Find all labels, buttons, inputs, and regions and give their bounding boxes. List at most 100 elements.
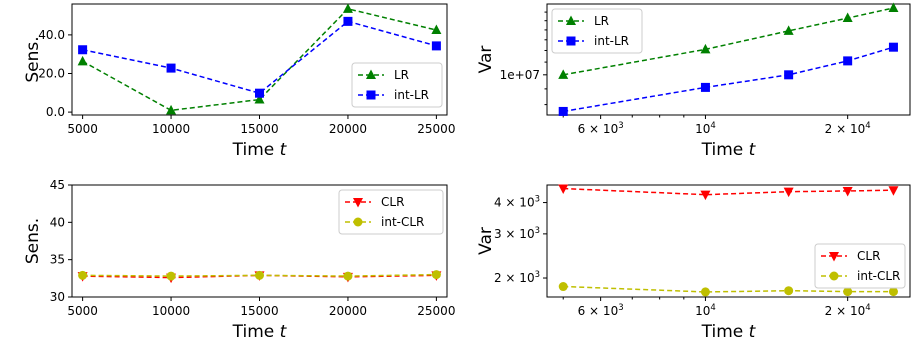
data-point [558,69,569,79]
data-point [166,104,177,115]
data-point [842,186,853,197]
legend-label: int-LR [594,34,629,48]
data-point [783,25,794,35]
data-point [255,88,264,98]
legend-label: int-LR [394,88,429,102]
x-tick-label: 6 × 103 [578,303,624,318]
chart-panel-2: 6 × 103 104 2 × 104 1e+07 Time t Var LR int-LR [476,2,911,160]
legend-marker [366,69,376,79]
data-point [255,270,264,280]
data-point [888,287,898,297]
data-point [843,287,853,297]
data-point [784,70,794,80]
legend: CLR int-CLR [814,243,906,289]
x-tick-label: 25000 [417,304,455,318]
series-LR [77,3,442,115]
data-point [77,55,88,66]
data-point [888,186,899,196]
x-tick-label: 15000 [240,304,278,318]
x-tick-label: 20000 [329,122,367,136]
legend-label: CLR [381,195,404,209]
y-axis-label: Var [476,227,496,255]
data-point [558,184,569,195]
series-int-LR [78,16,441,98]
data-point [700,190,711,201]
legend: LR int-LR [551,8,643,54]
y-axis-label: Sens. [23,218,43,264]
y-tick-label: 4 × 103 [494,195,540,210]
y-tick-label: 1e+07 [500,68,540,82]
y-tick-label: 40 [50,215,65,229]
chart-panel-1: 5000 10000 15000 20000 25000 0.0 20.0 40.0 Time … [23,3,455,160]
x-tick-label: 104 [695,303,716,318]
data-point [843,56,853,66]
data-point [700,82,710,92]
y-tick-label: 2 × 103 [494,270,540,285]
x-tick-label: 15000 [240,122,278,136]
data-point [784,286,794,296]
data-point [431,24,442,35]
x-axis-label: Time t [701,322,757,342]
legend-label: CLR [857,249,880,263]
legend-marker [829,271,839,281]
y-tick-label: 3 × 103 [494,226,540,241]
series-line [563,7,894,76]
data-point [343,271,353,281]
data-point [78,270,88,280]
data-point [254,94,265,104]
legend-marker [829,252,839,262]
chart-panel-3: 5000 10000 15000 20000 25000 30 35 40 45 Time t Se… [23,178,455,342]
data-point [431,41,441,51]
chart-panel-4: 6 × 103 104 2 × 104 2 × 103 3 × 103 4 × 103 Ti… [476,184,911,342]
legend-marker [366,90,376,100]
legend: LR int-LR [351,62,443,108]
y-tick-label: 0.0 [46,105,65,119]
series-CLR [558,184,899,201]
y-tick-label: 30 [50,290,65,304]
x-axis-label: Time t [232,140,288,160]
x-tick-label: 25000 [417,122,455,136]
x-tick-label: 2 × 104 [825,303,871,318]
x-tick-label: 2 × 104 [825,121,871,136]
x-tick-label: 10000 [152,304,190,318]
x-tick-label: 20000 [329,304,367,318]
legend: CLR int-CLR [338,189,444,235]
legend-marker [566,36,576,46]
data-point [166,63,176,73]
data-point [558,106,568,116]
plot-frame [546,3,911,116]
x-tick-label: 5000 [67,122,98,136]
x-tick-label: 104 [695,121,716,136]
data-point [700,287,710,297]
data-point [343,16,353,26]
data-point [166,271,176,281]
series-int-CLR [78,270,441,281]
data-point [342,3,353,13]
y-tick-label: 20.0 [38,66,65,80]
series-int-LR [558,42,898,116]
x-tick-label: 6 × 103 [578,121,624,136]
y-axis-label: Sens. [23,36,43,82]
y-axis-label: Var [476,46,496,74]
legend-label: int-CLR [857,269,900,283]
data-point [888,2,899,12]
legend-marker [353,198,363,208]
x-axis-label: Time t [232,322,288,342]
legend-box [338,189,444,235]
x-tick-label: 10000 [152,122,190,136]
x-tick-label: 5000 [67,304,98,318]
legend-label: LR [394,68,409,82]
data-point [700,43,711,54]
data-point [888,42,898,52]
data-point [558,282,568,292]
y-tick-label: 40.0 [38,28,65,42]
y-tick-label: 35 [50,253,65,267]
data-point [78,45,88,55]
data-point [842,12,853,23]
legend-label: int-CLR [381,215,424,229]
legend-label: LR [594,14,609,28]
series-int-CLR [558,282,898,297]
series-LR [558,2,899,79]
legend-marker [566,15,576,25]
